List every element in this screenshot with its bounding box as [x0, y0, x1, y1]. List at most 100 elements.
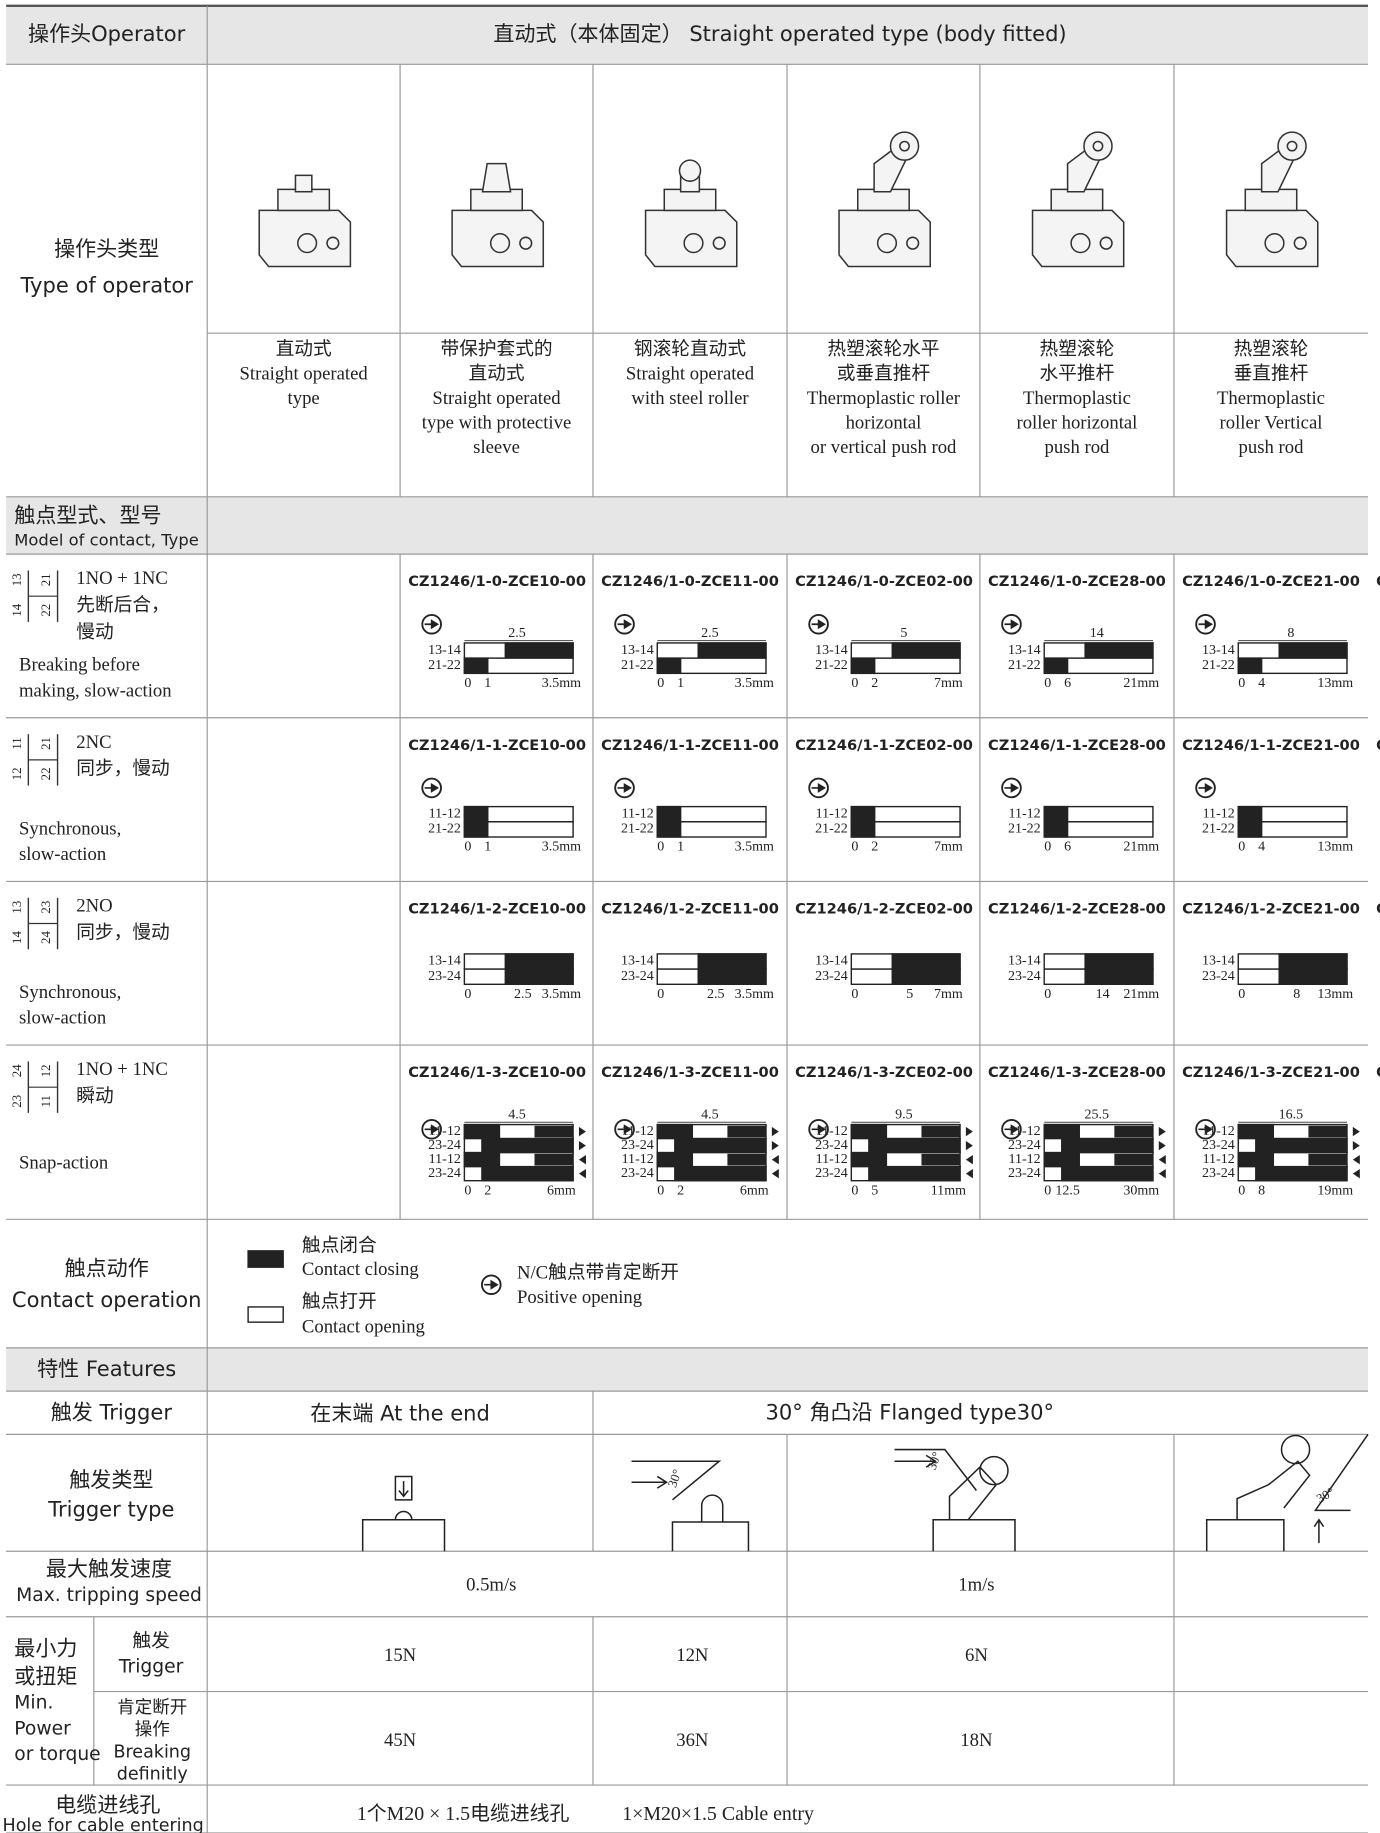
text: 11-12 — [1203, 1152, 1235, 1167]
positive-opening-symbol — [808, 1118, 829, 1140]
text: 18N — [960, 1730, 993, 1751]
text: 0 — [464, 1183, 471, 1198]
text: CZ1246/1-0-ZCE02-00 — [795, 573, 973, 590]
text: 2NO — [76, 895, 112, 916]
text: Straight operated — [432, 388, 561, 409]
text: type — [288, 388, 320, 409]
text: 21-22 — [1202, 658, 1235, 673]
text: Breaking — [113, 1742, 191, 1762]
text: 0.5m/s — [466, 1575, 516, 1596]
text: 3.5mm — [542, 987, 581, 1002]
text: 0 — [1238, 840, 1245, 855]
positive-opening-symbol — [1198, 1124, 1213, 1135]
positive-opening-symbol — [614, 613, 635, 635]
operator-image-part — [906, 236, 920, 250]
positive-opening-symbol — [421, 613, 442, 635]
arrow — [1158, 1140, 1166, 1151]
text: 0 — [464, 676, 471, 691]
text: Straight operated — [240, 364, 369, 385]
contact-closed — [463, 1151, 501, 1168]
operator-image-part — [678, 159, 702, 182]
text: 22 — [39, 767, 53, 780]
contact-closed — [1237, 821, 1263, 838]
text: Positive opening — [517, 1287, 642, 1308]
positive-opening-symbol — [1004, 1124, 1019, 1135]
contact-closed — [463, 1123, 501, 1140]
text: horizontal — [846, 413, 922, 434]
text: 带保护套式的 — [440, 339, 552, 360]
trigger-figure — [361, 1475, 446, 1552]
text: 12.5 — [1055, 1183, 1080, 1198]
text: 4 — [1258, 840, 1265, 855]
text: 21-22 — [1202, 822, 1235, 837]
text: 30mm — [1123, 1183, 1159, 1198]
text: Min. — [14, 1693, 53, 1714]
text: 30° 角凸沿 Flanged type30° — [766, 1399, 1054, 1424]
text: 11-12 — [1203, 806, 1235, 821]
text: 慢动 — [76, 622, 113, 643]
text: 30° — [925, 1450, 944, 1472]
contact-closed — [850, 657, 876, 675]
text: 1m/s — [958, 1575, 994, 1596]
operator-image-part — [1244, 188, 1298, 212]
text: 13mm — [1317, 676, 1353, 691]
text: 0 — [657, 840, 664, 855]
operator-image-part — [899, 140, 910, 152]
positive-opening-symbol — [484, 1279, 499, 1290]
text: 3.5mm — [735, 840, 774, 855]
text: roller Vertical — [1220, 413, 1323, 434]
positive-opening-symbol — [617, 1124, 632, 1135]
text: slow-action — [19, 1008, 107, 1029]
text: 11mm — [931, 1183, 966, 1198]
text: 21-22 — [621, 822, 654, 837]
text: 3.5mm — [542, 676, 581, 691]
text: sleeve — [473, 437, 520, 458]
contact-closed — [656, 1123, 694, 1140]
arrow — [965, 1126, 973, 1137]
text: 同步，慢动 — [76, 759, 169, 780]
text: 11-12 — [429, 1124, 461, 1139]
arrow — [1352, 1169, 1360, 1179]
text: 操作头Operator — [28, 21, 186, 46]
contact-closed — [1043, 657, 1069, 675]
text: 8 — [1258, 1183, 1265, 1198]
trigger-figure — [894, 1448, 1016, 1552]
text: definitly — [117, 1765, 188, 1785]
text: 0 — [657, 1183, 664, 1198]
text: 0 — [1044, 840, 1051, 855]
text: 23 — [10, 1095, 24, 1108]
text: 触点打开 — [302, 1292, 377, 1313]
contact-closed — [674, 1165, 767, 1182]
arrow — [1158, 1126, 1166, 1137]
contact-closed — [1061, 1137, 1154, 1154]
text: CZ1246/1-3-ZCE10-00 — [408, 1064, 586, 1081]
text: 1 — [484, 840, 491, 855]
text: 23-24 — [1008, 1166, 1041, 1181]
contact-closed — [1237, 805, 1263, 823]
text: 2 — [871, 676, 878, 691]
text: 电缆进线孔 — [55, 1792, 160, 1817]
text: 2.5 — [514, 987, 532, 1002]
text: Type of operator — [19, 272, 193, 297]
text: 13-14 — [815, 954, 848, 969]
text: 13-14 — [1202, 954, 1235, 969]
text: 11 — [39, 1095, 53, 1107]
text: 11-12 — [622, 806, 654, 821]
text: or vertical push rod — [811, 437, 957, 458]
arrow — [1352, 1140, 1360, 1151]
contact-closed — [1061, 1165, 1154, 1182]
text: 4.5 — [701, 1107, 719, 1122]
contact-closed — [891, 642, 961, 659]
text: Max. tripping speed — [16, 1585, 202, 1606]
contact-closed — [534, 1125, 574, 1138]
text: 14 — [1096, 987, 1110, 1002]
contact-closed — [1308, 1153, 1347, 1166]
text: CZ1246/1-0-ZCE21-00 — [1182, 573, 1360, 590]
text: 0 — [1238, 987, 1245, 1002]
contact-closed — [891, 968, 961, 986]
contact-closed — [850, 805, 876, 823]
text: 22 — [39, 604, 53, 617]
text: 11-12 — [816, 1152, 848, 1167]
positive-opening-symbol — [617, 619, 632, 630]
